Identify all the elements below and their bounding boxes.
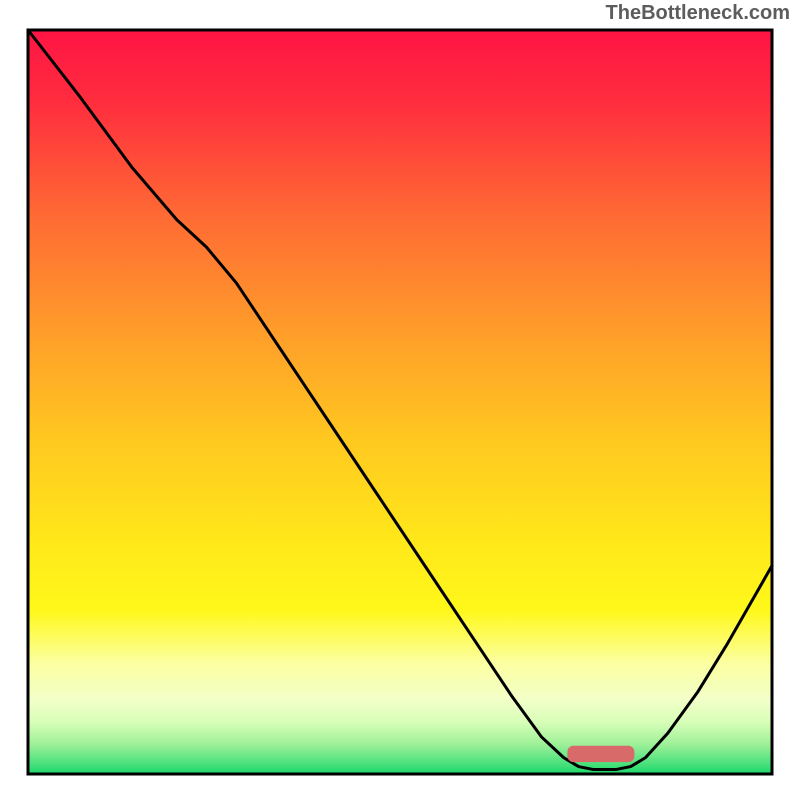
optimal-marker bbox=[567, 746, 634, 762]
plot-background bbox=[28, 30, 772, 774]
chart-container: TheBottleneck.com bbox=[0, 0, 800, 800]
branding-text: TheBottleneck.com bbox=[606, 2, 790, 25]
bottleneck-chart bbox=[0, 0, 800, 800]
